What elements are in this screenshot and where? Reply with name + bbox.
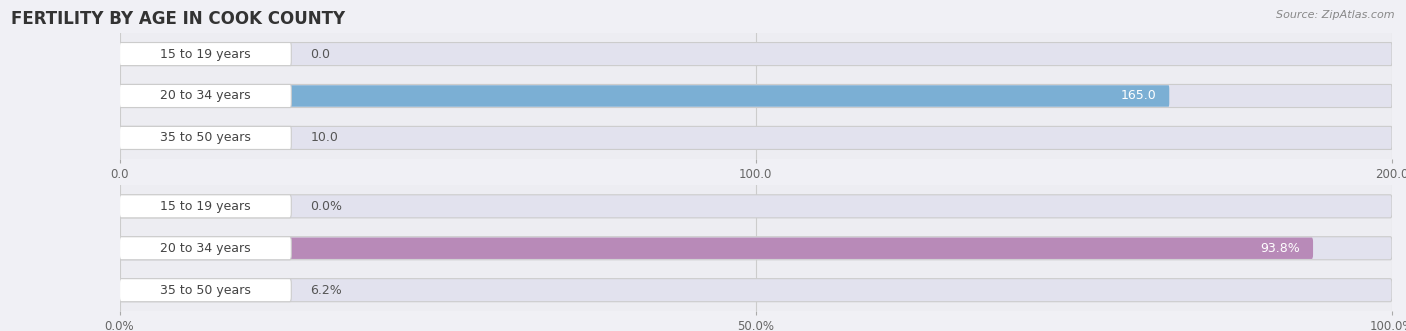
Text: FERTILITY BY AGE IN COOK COUNTY: FERTILITY BY AGE IN COOK COUNTY (11, 10, 346, 28)
Text: 0.0: 0.0 (311, 48, 330, 61)
Text: 0.0%: 0.0% (311, 200, 343, 213)
FancyBboxPatch shape (120, 42, 1392, 66)
FancyBboxPatch shape (120, 237, 291, 260)
Text: 20 to 34 years: 20 to 34 years (160, 242, 250, 255)
FancyBboxPatch shape (120, 42, 291, 66)
FancyBboxPatch shape (120, 237, 1392, 260)
FancyBboxPatch shape (120, 279, 1392, 302)
FancyBboxPatch shape (120, 127, 183, 149)
FancyBboxPatch shape (120, 84, 291, 108)
Text: 165.0: 165.0 (1121, 89, 1157, 103)
FancyBboxPatch shape (120, 85, 1170, 107)
Text: 35 to 50 years: 35 to 50 years (160, 284, 250, 297)
Text: Source: ZipAtlas.com: Source: ZipAtlas.com (1277, 10, 1395, 20)
FancyBboxPatch shape (120, 195, 291, 218)
Text: 15 to 19 years: 15 to 19 years (160, 200, 250, 213)
Text: 10.0: 10.0 (311, 131, 339, 144)
FancyBboxPatch shape (120, 279, 198, 301)
FancyBboxPatch shape (120, 238, 1313, 259)
FancyBboxPatch shape (120, 195, 1392, 218)
FancyBboxPatch shape (120, 126, 291, 150)
Text: 20 to 34 years: 20 to 34 years (160, 89, 250, 103)
FancyBboxPatch shape (120, 279, 291, 302)
FancyBboxPatch shape (120, 126, 1392, 150)
Text: 35 to 50 years: 35 to 50 years (160, 131, 250, 144)
Text: 15 to 19 years: 15 to 19 years (160, 48, 250, 61)
Text: 6.2%: 6.2% (311, 284, 342, 297)
FancyBboxPatch shape (120, 84, 1392, 108)
Text: 93.8%: 93.8% (1261, 242, 1301, 255)
